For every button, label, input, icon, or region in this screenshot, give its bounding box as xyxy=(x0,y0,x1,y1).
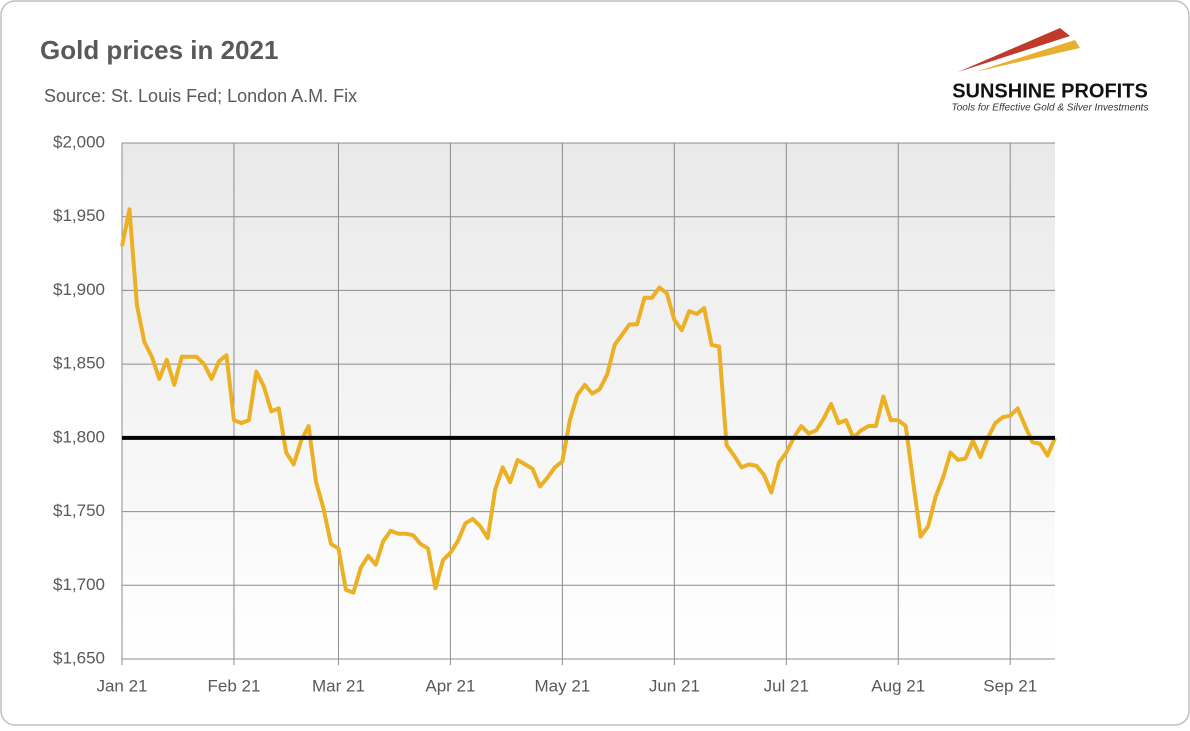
y-tick-label: $1,800 xyxy=(53,427,105,446)
x-tick-label: Mar 21 xyxy=(312,676,365,695)
logo-swoosh xyxy=(975,40,1080,72)
x-tick-label: Jul 21 xyxy=(764,676,809,695)
plot: $1,650 $1,700 $1,750 $1,800 $1,850 $1,900 $1,9… xyxy=(53,132,1057,695)
y-tick-label: $1,850 xyxy=(53,354,105,373)
x-tick-label: Aug 21 xyxy=(871,676,925,695)
x-tick-label: Sep 21 xyxy=(983,676,1037,695)
x-tick-label: Jun 21 xyxy=(649,676,700,695)
x-tick-label: Jan 21 xyxy=(96,676,147,695)
logo-name: SUNSHINE PROFITS xyxy=(952,80,1148,102)
x-tick-label: May 21 xyxy=(535,676,591,695)
y-tick-label: $2,000 xyxy=(53,132,105,151)
y-tick-label: $1,900 xyxy=(53,280,105,299)
x-tick-label: Feb 21 xyxy=(207,676,260,695)
logo: SUNSHINE PROFITS Tools for Effective Gol… xyxy=(952,28,1149,114)
logo-tagline: Tools for Effective Gold & Silver Invest… xyxy=(952,103,1149,114)
y-tick-label: $1,650 xyxy=(53,648,105,667)
price-line xyxy=(120,207,1057,595)
logo-swoosh xyxy=(958,28,1070,72)
y-tick-label: $1,700 xyxy=(53,575,105,594)
y-tick-label: $1,750 xyxy=(53,501,105,520)
y-tick-label: $1,950 xyxy=(53,206,105,225)
plot-area xyxy=(122,143,1055,659)
chart-title: Gold prices in 2021 xyxy=(40,35,278,65)
chart-subtitle: Source: St. Louis Fed; London A.M. Fix xyxy=(44,86,357,106)
x-tick-label: Apr 21 xyxy=(425,676,475,695)
